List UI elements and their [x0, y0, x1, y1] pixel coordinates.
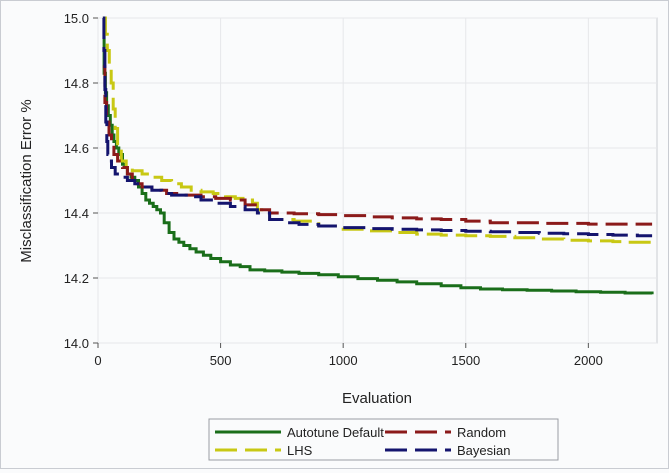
legend-label-bayesian: Bayesian [457, 443, 510, 458]
y-tick-label: 14.2 [64, 271, 89, 286]
series-line-random [102, 65, 653, 226]
x-tick-label: 2000 [574, 353, 603, 368]
y-tick-label: 14.6 [64, 141, 89, 156]
series-line-bayesian [102, 16, 653, 238]
plot-area [97, 17, 658, 344]
x-tick-label: 1500 [451, 353, 480, 368]
gridlines [97, 17, 657, 344]
series-lines [102, 16, 654, 295]
series-line-lhs [102, 16, 654, 246]
axes: 0 500 1000 1500 2000 14.0 14.2 14.4 14.6 14.8 15.0 [64, 11, 603, 368]
legend-label-autotune-default: Autotune Default [287, 425, 384, 440]
legend-label-random: Random [457, 425, 506, 440]
y-tick-label: 14.0 [64, 336, 89, 351]
y-axis-title: Misclassification Error % [18, 99, 35, 262]
x-tick-label: 1000 [329, 353, 358, 368]
legend-box [208, 418, 559, 461]
legend-label-lhs: LHS [287, 443, 313, 458]
y-tick-label: 14.4 [64, 206, 89, 221]
series-line-autotune-default [102, 16, 654, 295]
x-tick-label: 500 [210, 353, 232, 368]
legend: Autotune Default Random LHS Bayesian [208, 418, 559, 461]
x-axis-title: Evaluation [342, 390, 412, 407]
x-tick-label: 0 [94, 353, 101, 368]
y-tick-label: 15.0 [64, 11, 89, 26]
y-tick-label: 14.8 [64, 76, 89, 91]
